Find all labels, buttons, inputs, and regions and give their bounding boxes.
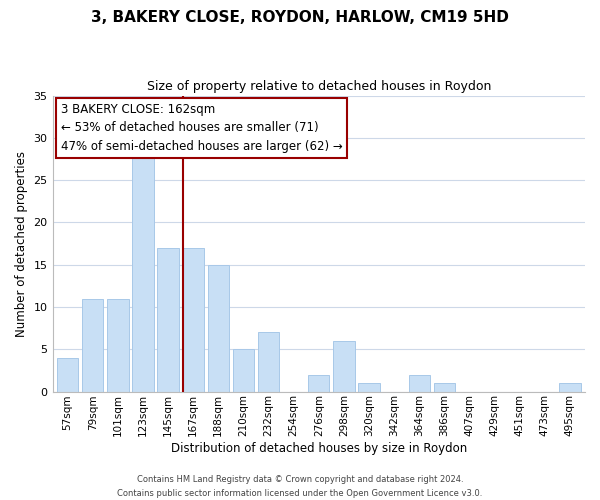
Bar [208,264,229,392]
Bar [559,383,581,392]
Text: 3 BAKERY CLOSE: 162sqm
← 53% of detached houses are smaller (71)
47% of semi-det: 3 BAKERY CLOSE: 162sqm ← 53% of detached… [61,103,342,153]
Bar [82,298,103,392]
Bar [107,298,128,392]
Text: 3, BAKERY CLOSE, ROYDON, HARLOW, CM19 5HD: 3, BAKERY CLOSE, ROYDON, HARLOW, CM19 5H… [91,10,509,25]
Bar [182,248,204,392]
Bar [358,383,380,392]
Text: Contains HM Land Registry data © Crown copyright and database right 2024.
Contai: Contains HM Land Registry data © Crown c… [118,476,482,498]
Bar [308,374,329,392]
Bar [258,332,279,392]
Bar [333,341,355,392]
Bar [132,146,154,392]
Title: Size of property relative to detached houses in Roydon: Size of property relative to detached ho… [146,80,491,93]
Bar [57,358,78,392]
X-axis label: Distribution of detached houses by size in Roydon: Distribution of detached houses by size … [170,442,467,455]
Y-axis label: Number of detached properties: Number of detached properties [15,150,28,336]
Bar [434,383,455,392]
Bar [409,374,430,392]
Bar [157,248,179,392]
Bar [233,350,254,392]
